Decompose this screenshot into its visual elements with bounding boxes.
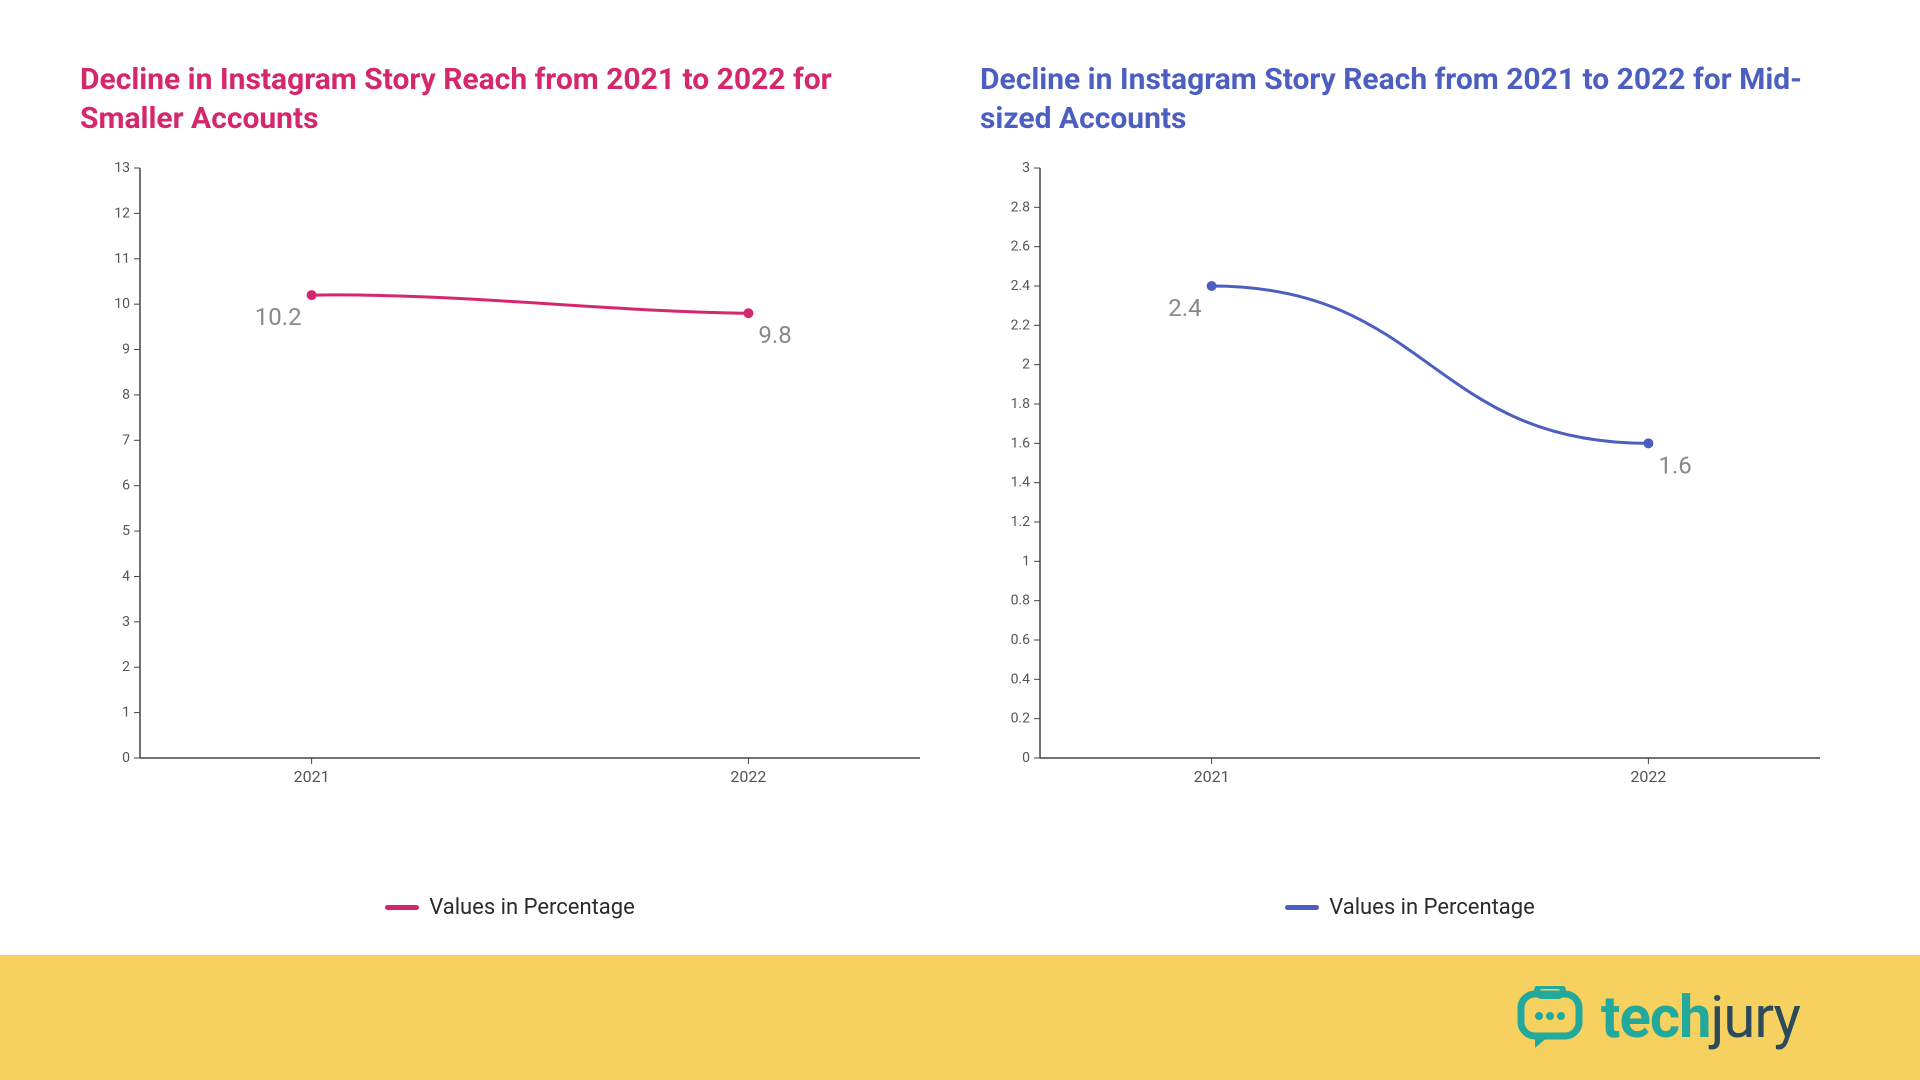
logo-word-primary: tech (1601, 984, 1711, 1052)
right-chart-wrap: 0 0.2 0.4 0.6 0.8 1 1.2 1.4 1.6 1.8 2 2.2 2.4 2.6 2.8 3… (980, 158, 1840, 889)
left-legend: Values in Percentage (80, 895, 940, 920)
svg-text:9: 9 (122, 342, 130, 358)
left-y-ticks: 012345678910111213 (114, 160, 140, 766)
svg-text:2.2: 2.2 (1011, 317, 1031, 333)
right-axes (1040, 168, 1820, 758)
svg-text:2021: 2021 (1194, 767, 1230, 786)
svg-text:2: 2 (1022, 357, 1030, 373)
svg-text:13: 13 (114, 160, 130, 176)
left-legend-label: Values in Percentage (429, 895, 635, 920)
right-panel: Decline in Instagram Story Reach from 20… (980, 60, 1840, 920)
svg-text:8: 8 (122, 387, 130, 403)
svg-text:0.4: 0.4 (1011, 671, 1031, 687)
svg-text:2.4: 2.4 (1011, 278, 1031, 294)
svg-text:5: 5 (122, 523, 130, 539)
svg-text:2022: 2022 (1630, 767, 1666, 786)
svg-text:1: 1 (122, 705, 130, 721)
svg-text:2022: 2022 (730, 767, 766, 786)
svg-text:1.6: 1.6 (1658, 451, 1691, 479)
left-chart-wrap: 012345678910111213 20212022 10.29.8 (80, 158, 940, 889)
left-chart-svg: 012345678910111213 20212022 10.29.8 (80, 158, 940, 798)
svg-text:10: 10 (114, 296, 130, 312)
svg-text:0.6: 0.6 (1011, 632, 1031, 648)
svg-text:2.4: 2.4 (1168, 294, 1201, 322)
svg-text:2021: 2021 (294, 767, 330, 786)
logo: techjury (1515, 984, 1800, 1052)
svg-text:12: 12 (114, 205, 130, 221)
right-series: 2.4 1.6 (1168, 281, 1691, 479)
svg-text:1.2: 1.2 (1011, 514, 1031, 530)
svg-text:1.6: 1.6 (1011, 435, 1031, 451)
svg-text:3: 3 (1022, 160, 1030, 176)
svg-text:1.8: 1.8 (1011, 396, 1031, 412)
svg-text:0: 0 (122, 750, 130, 766)
left-x-ticks: 2021 2022 (294, 758, 767, 786)
right-y-ticks: 0 0.2 0.4 0.6 0.8 1 1.2 1.4 1.6 1.8 2 2.2 2.4 2.6 2.8 3 (1011, 160, 1040, 766)
logo-icon (1515, 986, 1585, 1050)
svg-text:2: 2 (122, 659, 130, 675)
right-legend: Values in Percentage (980, 895, 1840, 920)
svg-text:10.2: 10.2 (255, 303, 302, 331)
panels-row: Decline in Instagram Story Reach from 20… (0, 0, 1920, 920)
left-legend-swatch (385, 905, 419, 910)
svg-text:1: 1 (1022, 553, 1030, 569)
right-x-ticks: 2021 2022 (1194, 758, 1667, 786)
svg-text:2.6: 2.6 (1011, 239, 1031, 255)
svg-text:2.8: 2.8 (1011, 199, 1031, 215)
svg-text:0.8: 0.8 (1011, 593, 1031, 609)
left-chart-title: Decline in Instagram Story Reach from 20… (80, 60, 940, 138)
right-chart-title: Decline in Instagram Story Reach from 20… (980, 60, 1840, 138)
right-legend-label: Values in Percentage (1329, 895, 1535, 920)
left-axes (140, 168, 920, 758)
logo-word: techjury (1601, 984, 1800, 1052)
right-legend-swatch (1285, 905, 1319, 910)
svg-text:6: 6 (122, 478, 130, 494)
logo-word-secondary: jury (1711, 984, 1800, 1052)
svg-text:9.8: 9.8 (758, 321, 791, 349)
right-chart-svg: 0 0.2 0.4 0.6 0.8 1 1.2 1.4 1.6 1.8 2 2.2 2.4 2.6 2.8 3… (980, 158, 1840, 798)
svg-text:0: 0 (1022, 750, 1030, 766)
svg-text:3: 3 (122, 614, 130, 630)
svg-text:7: 7 (122, 432, 130, 448)
svg-text:4: 4 (122, 568, 130, 584)
footer-band: techjury (0, 955, 1920, 1080)
left-series: 10.2 9.8 (255, 290, 792, 349)
svg-text:1.4: 1.4 (1011, 475, 1031, 491)
left-panel: Decline in Instagram Story Reach from 20… (80, 60, 940, 920)
svg-text:0.2: 0.2 (1011, 711, 1031, 727)
svg-text:11: 11 (114, 251, 130, 267)
